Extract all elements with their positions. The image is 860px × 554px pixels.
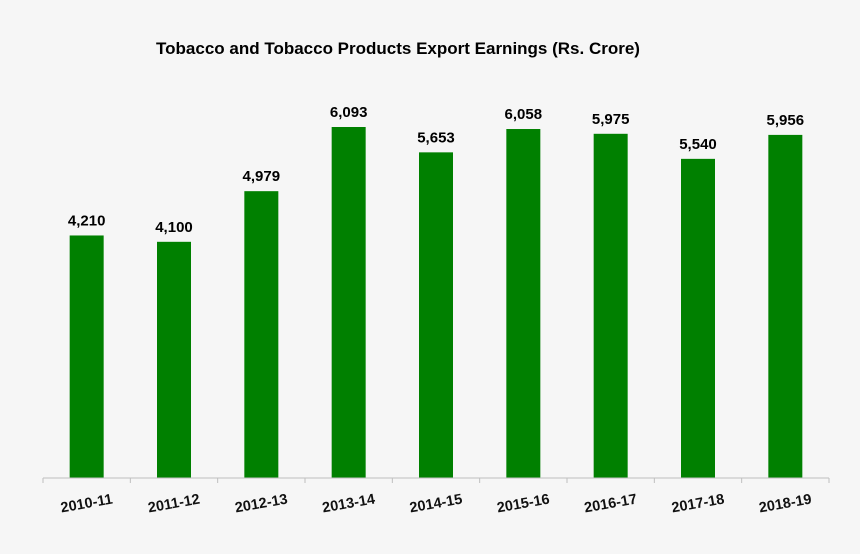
data-label: 6,093 bbox=[330, 104, 368, 121]
data-label: 4,100 bbox=[155, 219, 193, 236]
x-tick-label: 2015-16 bbox=[496, 492, 551, 517]
bar bbox=[69, 235, 104, 478]
x-tick-label: 2014-15 bbox=[408, 492, 463, 517]
data-label: 5,975 bbox=[592, 111, 630, 128]
x-tick-label: 2018-19 bbox=[758, 492, 813, 517]
bar bbox=[593, 133, 628, 478]
x-tick-label: 2013-14 bbox=[321, 492, 376, 517]
x-tick-label: 2012-13 bbox=[234, 492, 289, 517]
x-tick-label: 2016-17 bbox=[583, 492, 638, 517]
x-tick-label: 2011-12 bbox=[147, 492, 201, 517]
x-tick-label: 2017-18 bbox=[670, 492, 725, 517]
bar bbox=[768, 134, 803, 479]
bar bbox=[331, 127, 366, 478]
bar bbox=[506, 129, 541, 479]
bar bbox=[419, 152, 453, 479]
chart-title: Tobacco and Tobacco Products Export Earn… bbox=[156, 39, 640, 58]
bar bbox=[681, 158, 715, 478]
data-label: 5,956 bbox=[767, 112, 805, 129]
data-label: 4,979 bbox=[243, 168, 281, 185]
bar bbox=[244, 191, 279, 478]
data-label: 5,653 bbox=[417, 129, 455, 146]
data-label: 4,210 bbox=[68, 212, 106, 229]
x-tick-label: 2010-11 bbox=[59, 492, 113, 517]
bar bbox=[157, 241, 191, 478]
data-label: 6,058 bbox=[505, 106, 543, 123]
data-label: 5,540 bbox=[679, 136, 717, 153]
